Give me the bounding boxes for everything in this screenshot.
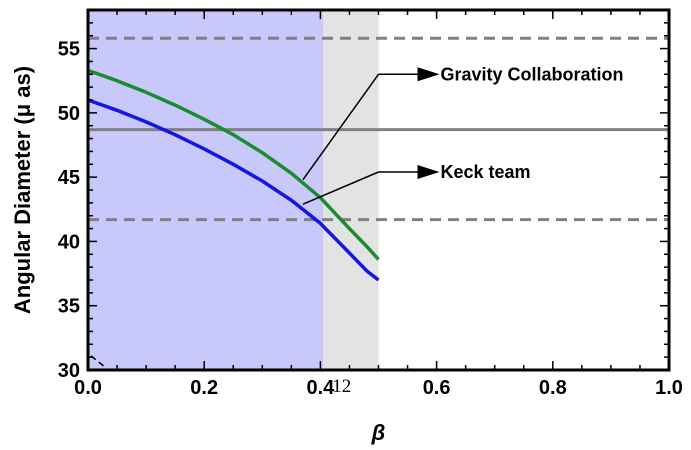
x-tick-label: 0.0 xyxy=(74,377,102,399)
y-tick-label: 50 xyxy=(58,103,80,125)
annotations: Gravity Collaboration Keck team xyxy=(302,64,624,205)
y-tick-label: 30 xyxy=(58,360,80,382)
x-tick-label: 0.8 xyxy=(539,377,567,399)
annotation-label-0: Gravity Collaboration xyxy=(441,64,624,84)
shaded-region-1 xyxy=(323,10,379,370)
shaded-region-0 xyxy=(88,10,324,370)
data-series xyxy=(87,68,380,369)
annotation-leader-0 xyxy=(302,73,380,181)
series-line-1 xyxy=(87,98,380,282)
reference-lines xyxy=(88,36,669,222)
x-tick-label: 0.4 xyxy=(306,377,335,399)
y-tick-label: 35 xyxy=(58,296,80,318)
x-tick-label: 0.6 xyxy=(423,377,451,399)
annotation-arrowhead-1 xyxy=(417,165,440,179)
y-tick-label: 40 xyxy=(58,231,80,253)
x-axis-label: β xyxy=(371,420,386,445)
shaded-regions xyxy=(88,10,379,370)
stray-label: 12 xyxy=(332,376,351,397)
y-axis-label: Angular Diameter (μ as) xyxy=(10,66,35,314)
annotation-leader-1 xyxy=(302,171,379,205)
series-line-0 xyxy=(87,68,380,261)
x-tick-label: 0.2 xyxy=(190,377,218,399)
x-tick-label: 1.0 xyxy=(655,377,683,399)
corner-dash-mark xyxy=(90,355,106,369)
axis-ticks xyxy=(87,9,670,371)
annotation-label-1: Keck team xyxy=(441,162,531,182)
y-tick-label: 55 xyxy=(58,39,80,61)
y-tick-label: 45 xyxy=(58,167,80,189)
tick-labels: 0.0 0.2 0.4 0.6 0.8 1.0 30 35 40 45 50 55 xyxy=(58,39,683,399)
annotation-arrowhead-0 xyxy=(417,67,440,82)
